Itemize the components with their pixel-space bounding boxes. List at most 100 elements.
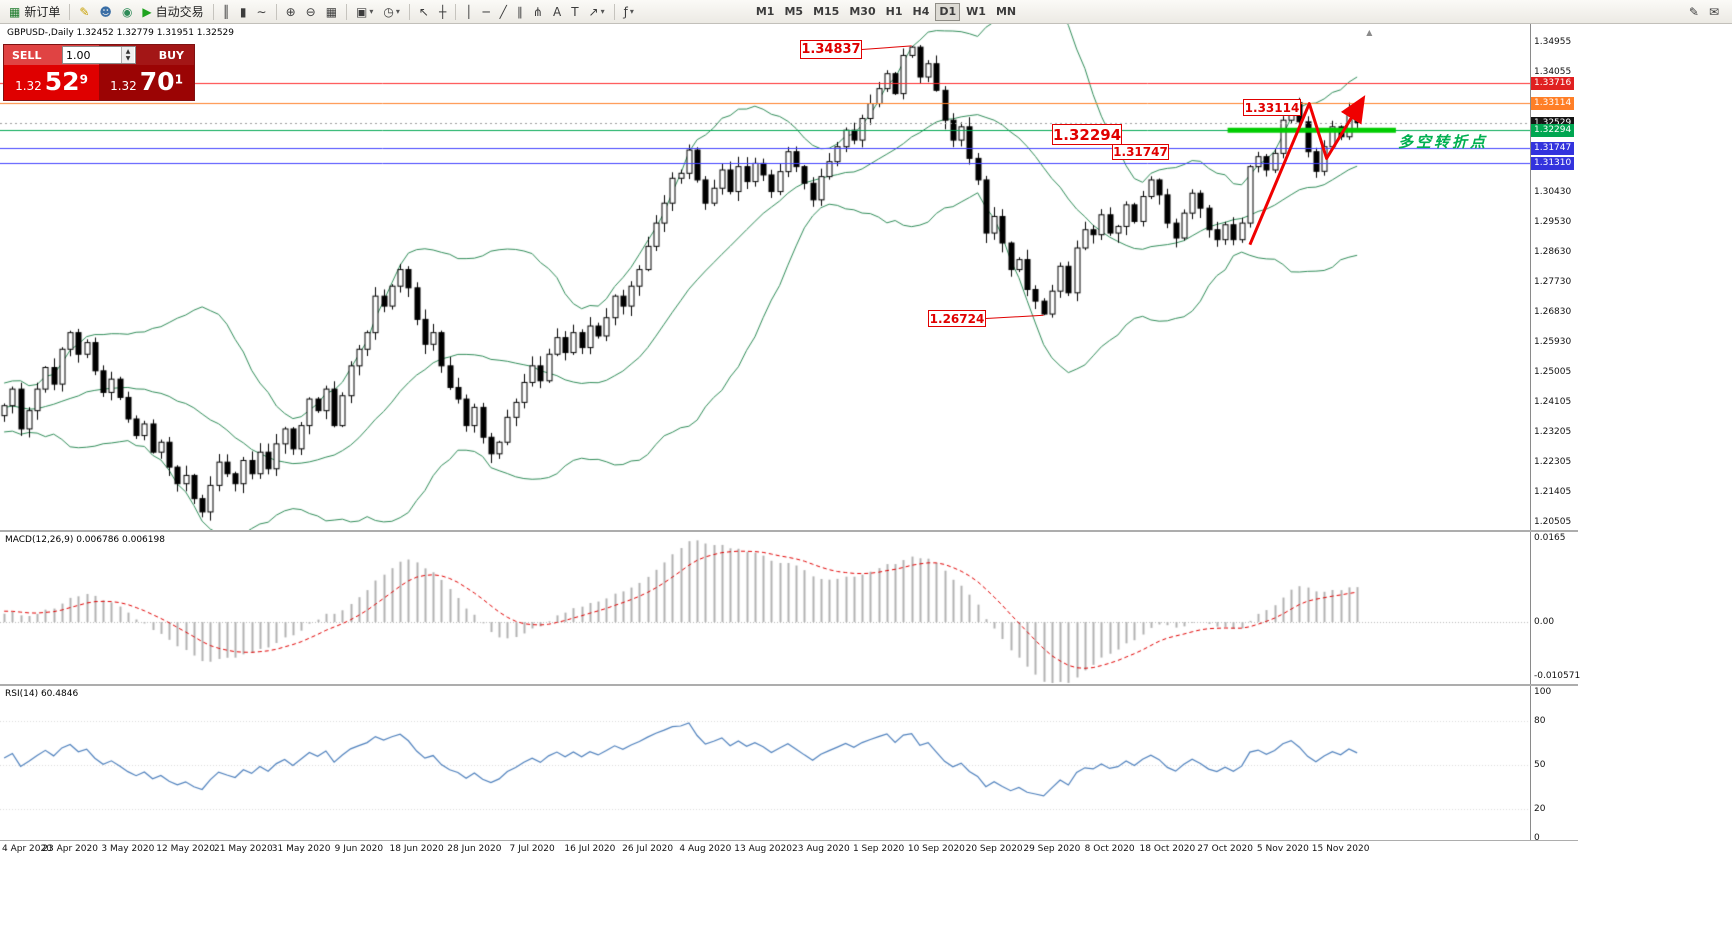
toolbar-separator [275,3,277,20]
accounts-button[interactable]: ☻ [95,2,116,22]
feedback-button[interactable]: ✉ [1705,2,1723,22]
bar-chart-button[interactable]: ║ [219,2,234,22]
price-axis-tick: 1.22305 [1534,456,1572,467]
price-callout[interactable]: 1.34837 [800,40,862,59]
candlestick-chart-icon: ▮ [239,4,247,19]
trendline-button[interactable]: ╱ [496,2,511,22]
date-label: 18 Jun 2020 [389,844,444,854]
line-chart-button[interactable]: ∼ [253,2,271,22]
date-label: 20 Sep 2020 [965,844,1023,854]
toolbar-separator [408,3,410,20]
timeframe-m1-button[interactable]: M1 [752,3,779,21]
new-order-button[interactable]: ▦ 新订单 [5,2,64,22]
volume-field: ▲ ▼ [62,46,136,64]
vertical-line-button[interactable]: │ [461,2,476,22]
price-axis-tick: 1.21405 [1534,486,1572,497]
zoom-in-button[interactable]: ⊕ [282,2,300,22]
price-callout[interactable]: 1.31747 [1112,144,1169,160]
sell-price[interactable]: 1.32 529 [4,65,99,100]
date-label: 26 Jul 2020 [622,844,674,854]
volume-input[interactable] [63,47,121,63]
fibonacci-button[interactable]: ⋔ [529,2,547,22]
timeframe-w1-button[interactable]: W1 [962,3,990,21]
timeframe-group: M1 M5 M15 M30 H1 H4 D1 W1 MN [751,2,1021,21]
metaeditor-button[interactable]: ✎ [75,2,93,22]
date-label: 13 Aug 2020 [734,844,792,854]
buy-price-big: 70 [139,67,175,96]
timeframe-m30-button[interactable]: M30 [845,3,879,21]
chevron-down-icon: ▾ [369,7,374,16]
crosshair-icon: ┼ [438,4,447,19]
pane-splitter-macd[interactable] [0,530,1578,532]
date-label: 15 Nov 2020 [1311,844,1370,854]
indicators-button[interactable]: ƒ ▾ [620,2,638,22]
volume-up-button[interactable]: ▲ [125,48,131,55]
price-axis-tick: 1.28630 [1534,246,1572,257]
date-label: 28 Jun 2020 [447,844,502,854]
horizontal-line-button[interactable]: ─ [478,2,493,22]
timeframe-m15-button[interactable]: M15 [809,3,843,21]
arrows-icon: ↗ [588,4,599,19]
accounts-icon: ☻ [99,4,112,19]
fibonacci-icon: ⋔ [532,4,543,19]
price-axis-tick: 1.25930 [1534,336,1572,347]
date-label: 3 May 2020 [101,844,155,854]
date-label: 4 Apr 2020 [2,844,52,854]
chart-shift-marker[interactable]: ▲ [1366,28,1373,37]
price-callout[interactable]: 1.26724 [928,310,986,327]
equidistant-channel-icon: ∥ [516,4,523,19]
chevron-down-icon: ▾ [629,7,634,16]
autotrading-button[interactable]: ▶ 自动交易 [138,2,207,22]
autotrading-button-label: 自动交易 [155,5,204,19]
price-axis-tick: 1.20505 [1534,516,1572,527]
buy-price[interactable]: 1.32 701 [99,65,194,100]
quick-edit-button[interactable]: ✎ [1685,2,1703,22]
macd-axis-tick: -0.010571 [1534,671,1581,681]
text-icon: A [552,4,562,19]
text-label-button[interactable]: T [567,2,582,22]
volume-down-button[interactable]: ▼ [125,55,131,62]
equidistant-channel-button[interactable]: ∥ [513,2,527,22]
price-axis-tick: 1.29530 [1534,217,1572,228]
date-label: 12 May 2020 [156,844,215,854]
date-label: 23 Apr 2020 [42,844,98,854]
date-label: 31 May 2020 [271,844,331,854]
toolbar-separator [455,3,457,20]
timeframe-h1-button[interactable]: H1 [882,3,907,21]
chart-note-text[interactable]: 多空转折点 [1398,133,1489,151]
price-tag: 1.31747 [1531,142,1575,156]
zoom-in-icon: ⊕ [285,4,296,19]
periods-button[interactable]: ◷ ▾ [379,2,404,22]
price-axis-tick: 1.27730 [1534,276,1572,287]
time-axis[interactable]: 4 Apr 2020 23 Apr 2020 3 May 2020 12 May 20… [0,841,1578,860]
vertical-line-icon: │ [465,4,473,19]
new-chart-button[interactable]: ▣ ▾ [352,2,377,22]
crosshair-button[interactable]: ┼ [435,2,450,22]
macd-canvas[interactable] [0,532,1530,684]
rsi-canvas[interactable] [0,686,1530,840]
community-button[interactable]: ◉ [118,2,136,22]
zoom-out-button[interactable]: ⊖ [302,2,320,22]
toolbar-separator [212,3,214,20]
price-callout[interactable]: 1.32294 [1052,124,1122,145]
bar-chart-icon: ║ [222,4,230,19]
periods-icon: ◷ [383,4,394,19]
timeframe-d1-button[interactable]: D1 [935,2,961,21]
feedback-icon: ✉ [1708,4,1719,19]
text-button[interactable]: A [549,2,565,22]
timeframe-h4-button[interactable]: H4 [908,3,933,21]
trade-panel-price-row: 1.32 529 1.32 701 [4,65,194,100]
timeframe-mn-button[interactable]: MN [992,3,1020,21]
cursor-button[interactable]: ↖ [415,2,433,22]
date-label: 21 May 2020 [214,844,273,854]
candlestick-chart-button[interactable]: ▮ [236,2,251,22]
macd-indicator-label: MACD(12,26,9) 0.006786 0.006198 [5,535,165,545]
timeframe-m5-button[interactable]: M5 [780,3,807,21]
date-label: 4 Aug 2020 [679,844,732,854]
arrows-button[interactable]: ↗ ▾ [585,2,609,22]
tile-windows-icon: ▦ [325,4,338,19]
pane-splitter-rsi[interactable] [0,684,1578,686]
price-callout[interactable]: 1.33114 [1243,99,1301,116]
trade-panel-top-row: SELL BUY ▲ ▼ [4,45,194,65]
tile-windows-button[interactable]: ▦ [322,2,341,22]
